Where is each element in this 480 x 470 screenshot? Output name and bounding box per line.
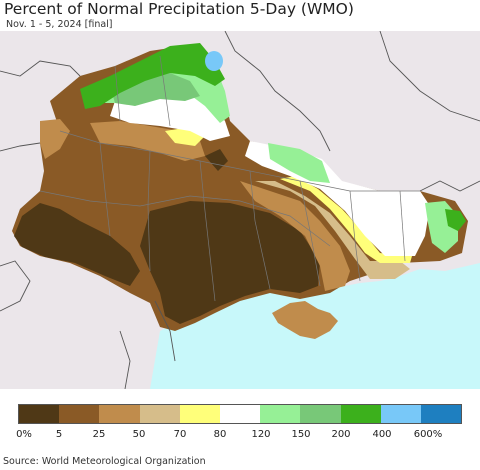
legend-tick: 70 [173,429,187,440]
legend-tick: 5 [55,429,63,440]
dark-green-north [80,43,225,109]
legend-swatch-0 [19,405,60,423]
dryish-band-east [240,181,350,291]
legend-swatch-8 [340,405,381,423]
crimea [272,301,338,339]
yellow-band [280,176,412,263]
legend-tick: 80 [213,429,227,440]
map-title: Percent of Normal Precipitation 5-Day (W… [4,0,354,18]
legend-swatch-1 [59,405,100,423]
very-dry-zone-west [14,203,140,286]
precipitation-map [0,31,480,389]
legend-tick: 600% [413,429,443,440]
legend-tick: 400 [372,429,392,440]
legend-tick: 0% [16,429,32,440]
legend-swatch-3 [139,405,180,423]
legend-swatch-4 [179,405,220,423]
country-borders [0,31,480,389]
dark-green-far-east [445,209,466,231]
dryish-band-west [40,119,70,159]
very-dry-zone-south [140,201,320,324]
legend-swatch-10 [420,405,462,423]
legend-tick: 200 [331,429,351,440]
legend-tick: 120 [251,429,271,440]
legend-swatch-9 [380,405,421,423]
oblast-borders [39,55,420,302]
legend-swatch-7 [300,405,341,423]
legend-tick: 25 [92,429,106,440]
source-credit: Source: World Meteorological Organizatio… [3,456,206,467]
legend-swatch-6 [260,405,301,423]
light-green-east [268,143,330,183]
legend-swatch-2 [99,405,140,423]
tan-band [255,181,410,279]
color-legend [18,404,462,424]
legend-ticks: 0% 5 25 50 70 80 120 150 200 400 600% [0,429,480,443]
legend-tick: 150 [291,429,311,440]
map-subtitle: Nov. 1 - 5, 2024 [final] [6,19,113,30]
legend-tick: 50 [132,429,146,440]
light-blue-patch [205,51,223,71]
legend-swatch-5 [219,405,261,423]
